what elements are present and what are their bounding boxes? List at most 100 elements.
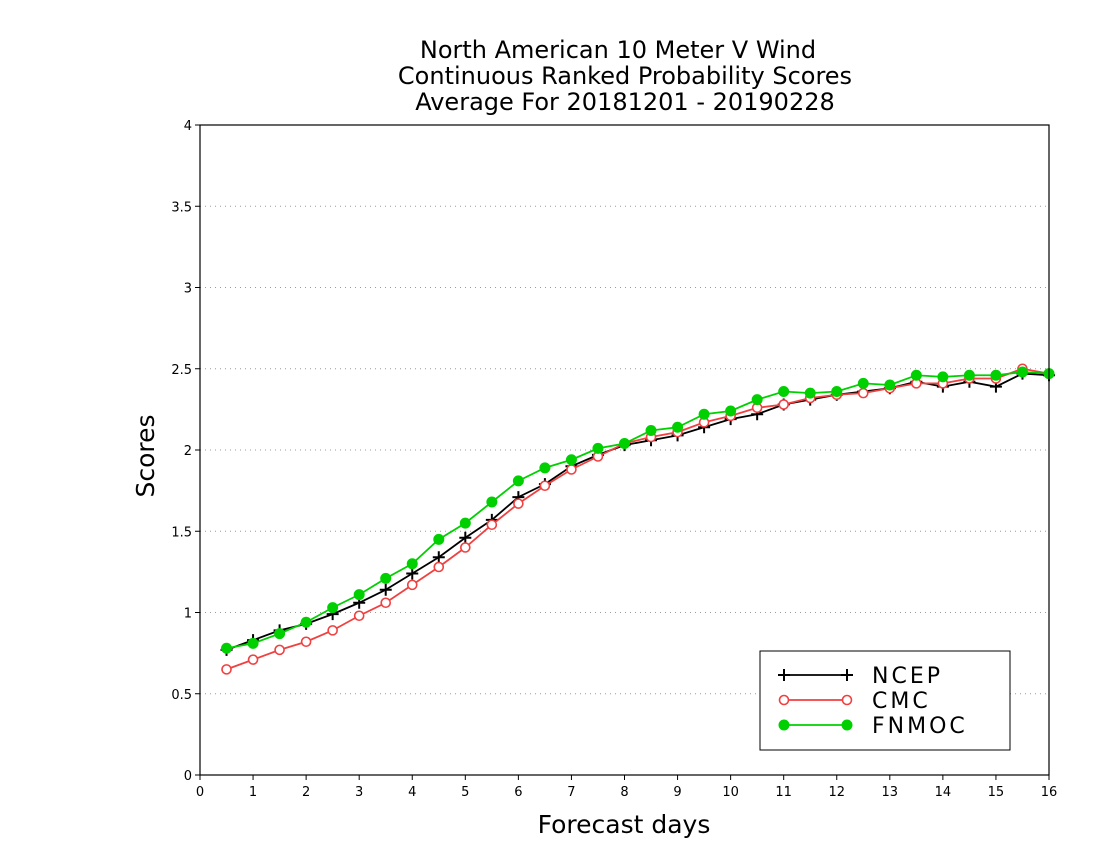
series-line <box>226 367 1050 671</box>
data-point <box>327 602 339 614</box>
x-tick-label: 8 <box>620 785 628 800</box>
y-tick-label: 4 <box>184 119 192 134</box>
x-tick-label: 4 <box>408 785 416 800</box>
data-point <box>778 694 790 706</box>
data-point <box>433 561 445 573</box>
series-group <box>220 363 1055 675</box>
data-point <box>619 438 630 449</box>
legend-label: FNMOC <box>872 714 968 739</box>
data-point <box>831 386 843 397</box>
data-point <box>513 498 524 509</box>
data-point <box>841 694 853 706</box>
x-axis-title: Forecast days <box>538 810 711 839</box>
legend-label: CMC <box>872 689 931 714</box>
data-point <box>990 369 1002 381</box>
data-point <box>778 719 790 731</box>
data-point <box>221 642 233 654</box>
data-point <box>841 669 853 681</box>
data-point <box>380 597 392 609</box>
x-tick-label: 2 <box>302 785 310 800</box>
y-tick-label: 2 <box>184 444 192 459</box>
series-fnmoc <box>221 366 1055 654</box>
data-point <box>300 636 312 648</box>
data-point <box>460 542 471 553</box>
data-point <box>841 719 853 731</box>
legend-label: NCEP <box>872 664 943 689</box>
y-tick-label: 0 <box>184 769 192 784</box>
x-tick-label: 14 <box>935 785 952 800</box>
data-point <box>274 644 285 656</box>
data-point <box>698 408 710 420</box>
data-point <box>672 421 684 433</box>
x-tick-label: 16 <box>1041 785 1058 800</box>
chart-title-line-1: North American 10 Meter V Wind <box>420 36 816 64</box>
x-tick-label: 3 <box>355 785 363 800</box>
data-point <box>247 654 259 665</box>
data-point <box>406 567 419 580</box>
data-point <box>592 442 604 454</box>
y-tick-label: 2.5 <box>171 363 192 378</box>
y-tick-label: 3.5 <box>171 200 192 215</box>
data-point <box>937 371 949 383</box>
data-point <box>512 475 524 487</box>
x-tick-label: 12 <box>828 785 845 800</box>
data-point <box>353 610 365 622</box>
data-point <box>778 399 789 410</box>
x-tick-label: 9 <box>673 785 681 800</box>
x-tick-label: 1 <box>249 785 257 800</box>
x-tick-label: 10 <box>722 785 739 800</box>
data-point <box>380 572 392 584</box>
data-point <box>433 533 445 545</box>
data-point <box>406 579 418 591</box>
data-point <box>963 369 975 381</box>
x-tick-label: 13 <box>882 785 899 800</box>
x-tick-label: 6 <box>514 785 522 800</box>
data-point <box>300 616 312 628</box>
data-point <box>910 369 922 381</box>
data-point <box>406 558 418 570</box>
y-tick-label: 1.5 <box>171 525 192 540</box>
legend-entry: NCEP <box>778 664 943 689</box>
data-point <box>539 480 551 492</box>
legend-entry: FNMOC <box>778 714 968 739</box>
data-point <box>539 462 551 474</box>
x-tick-label: 7 <box>567 785 575 800</box>
data-point <box>459 517 471 529</box>
axis-ticks: 00.511.522.533.540 1 2 3 4 5 6 7 8 9 10 11 12 13 14 15 1… <box>171 119 1057 800</box>
legend-entry: CMC <box>778 689 931 714</box>
y-tick-label: 0.5 <box>171 688 192 703</box>
data-point <box>778 386 790 397</box>
data-point <box>751 394 763 406</box>
y-tick-label: 3 <box>184 282 192 297</box>
data-point <box>379 583 392 596</box>
data-point <box>221 664 232 675</box>
x-tick-label: 5 <box>461 785 469 800</box>
data-point <box>857 387 869 399</box>
series-line <box>226 372 1050 651</box>
x-tick-label: 15 <box>988 785 1005 800</box>
x-tick-label: 11 <box>775 785 792 800</box>
data-point <box>327 625 338 636</box>
data-point <box>486 519 498 531</box>
data-point <box>804 387 816 399</box>
data-point <box>432 551 445 564</box>
data-point <box>857 377 869 389</box>
chart-title-line-3: Average For 20181201 - 20190228 <box>415 88 835 116</box>
data-point <box>1016 366 1028 378</box>
data-point <box>459 531 472 544</box>
data-point <box>778 669 790 681</box>
chart-title-line-2: Continuous Ranked Probability Scores <box>398 62 852 90</box>
y-axis-title: Scores <box>131 414 160 497</box>
data-point <box>486 496 498 508</box>
series-cmc <box>221 363 1055 675</box>
y-tick-label: 1 <box>184 607 192 622</box>
data-point <box>247 637 259 649</box>
data-point <box>274 628 286 640</box>
data-point <box>884 379 896 391</box>
data-point <box>566 464 577 475</box>
data-point <box>645 425 657 436</box>
x-tick-label: 0 <box>196 785 204 800</box>
data-point <box>565 454 577 466</box>
